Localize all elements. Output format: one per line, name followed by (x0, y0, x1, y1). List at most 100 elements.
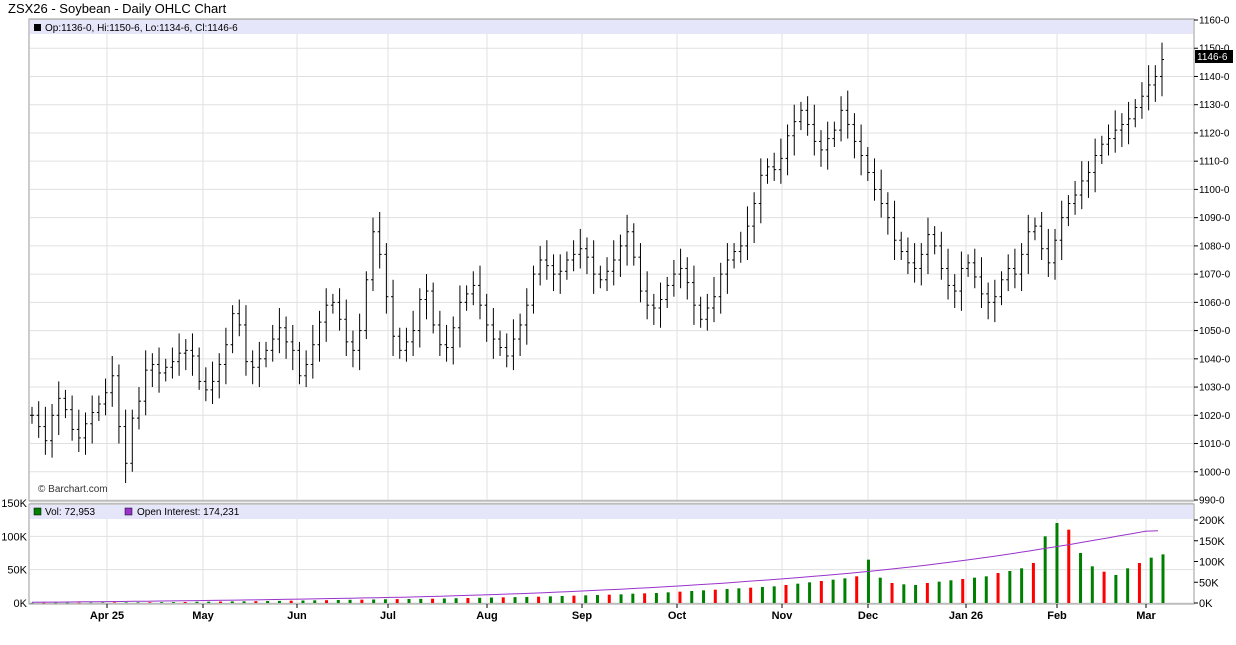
volume-bar (949, 580, 953, 603)
ohlc-bar (992, 279, 997, 323)
ohlc-bar (203, 367, 208, 402)
ohlc-bar (63, 389, 68, 419)
volume-bar (171, 602, 175, 603)
volume-bar (1114, 575, 1118, 603)
date-tick-label: Dec (858, 610, 878, 622)
ohlc-bar (70, 395, 75, 441)
ohlc-bar (584, 237, 589, 275)
ohlc-bar (317, 310, 322, 362)
ohlc-bar (350, 330, 355, 368)
volume-bar (914, 585, 918, 603)
volume-bar (878, 577, 882, 603)
oi-tick-label: 50K (1199, 577, 1219, 589)
last-price-badge-bg (1195, 50, 1233, 63)
date-tick-label: Mar (1136, 610, 1156, 622)
volume-bar (973, 577, 976, 603)
ohlc-bar (1059, 200, 1064, 260)
ohlc-bar (605, 257, 610, 292)
ohlc-bar (284, 316, 289, 359)
date-tick-label: Apr 25 (90, 610, 124, 622)
ohlc-bar (611, 240, 616, 286)
ohlc-bar (685, 257, 690, 300)
price-tick-label: 1090-0 (1199, 213, 1231, 224)
volume-bar (537, 596, 541, 603)
volume-bar (348, 599, 352, 603)
ohlc-bar (1093, 138, 1098, 193)
ohlc-bar (424, 274, 429, 320)
volume-bar (89, 602, 93, 604)
ohlc-bar (163, 358, 168, 382)
price-tick-label: 1130-0 (1199, 100, 1230, 111)
volume-bar (266, 601, 270, 603)
ohlc-bar (598, 265, 603, 289)
ohlc-bar (845, 90, 850, 139)
ohlc-bar (952, 274, 957, 308)
volume-bar (984, 576, 988, 603)
volume-bar (101, 602, 105, 603)
price-tick-label: 1040-0 (1199, 354, 1231, 365)
ohlc-bar (404, 327, 409, 362)
ohlc-bar (30, 406, 34, 424)
ohlc-bar (966, 254, 971, 277)
ohlc-bar (758, 158, 763, 224)
ohlc-bar (337, 288, 342, 331)
volume-bar (277, 600, 281, 603)
volume-bars (30, 523, 1165, 604)
ohlc-bar (250, 350, 255, 385)
ohlc-bar (183, 339, 188, 371)
ohlc-bar (344, 299, 349, 356)
volume-legend-bar (30, 505, 1193, 519)
ohlc-bar (538, 245, 543, 286)
ohlc-bar (691, 265, 696, 325)
price-tick-label: 1160-0 (1199, 16, 1230, 27)
volume-bar (1161, 554, 1165, 603)
ohlc-bar (451, 316, 456, 365)
ohlc-bar (986, 282, 991, 320)
volume-bar (831, 579, 835, 603)
ohlc-bar (1113, 110, 1118, 153)
ohlc-bar (738, 231, 743, 263)
price-tick-label: 1000-0 (1199, 467, 1231, 478)
ohlc-bar (197, 347, 202, 390)
volume-bar (772, 586, 776, 603)
ohlc-bar (852, 113, 857, 159)
ohlc-bar (277, 308, 282, 354)
ohlc-bar (571, 240, 576, 272)
ohlc-bar (257, 341, 262, 388)
volume-bar (454, 598, 458, 603)
ohlc-bar (544, 240, 549, 280)
volume-bar (760, 587, 764, 603)
ohlc-bar (484, 293, 489, 342)
ohlc-bar (457, 285, 462, 348)
volume-bar (1020, 568, 1024, 603)
date-tick-label: Aug (476, 610, 497, 622)
ohlc-bar (564, 251, 569, 280)
ohlc-bar (1066, 195, 1071, 227)
price-grid (30, 19, 1193, 603)
ohlc-bar (304, 350, 309, 388)
date-tick-label: Jan 26 (949, 610, 983, 622)
volume-bar (207, 601, 211, 603)
ohlc-bar (1086, 161, 1091, 198)
ohlc-bar (879, 169, 884, 218)
volume-bar (808, 582, 812, 603)
ohlc-bar (939, 231, 944, 280)
price-tick-label: 990-0 (1199, 496, 1225, 507)
price-tick-label: 1140-0 (1199, 72, 1230, 83)
volume-bar (242, 601, 246, 603)
ohlc-bar (391, 279, 396, 356)
volume-bar (42, 602, 46, 604)
ohlc-bar (712, 276, 717, 323)
volume-bar (431, 598, 435, 603)
ohlc-bar (491, 308, 496, 359)
ohlc-bar (859, 124, 864, 176)
volume-bar (124, 602, 128, 603)
volume-bar (843, 578, 847, 603)
ohlc-bar (905, 237, 910, 275)
ohlc-bar (1139, 82, 1144, 119)
ohlc-bar (417, 288, 422, 348)
price-tick-label: 1120-0 (1199, 128, 1230, 139)
ohlc-bar (1012, 248, 1017, 289)
ohlc-bar (1106, 124, 1111, 156)
